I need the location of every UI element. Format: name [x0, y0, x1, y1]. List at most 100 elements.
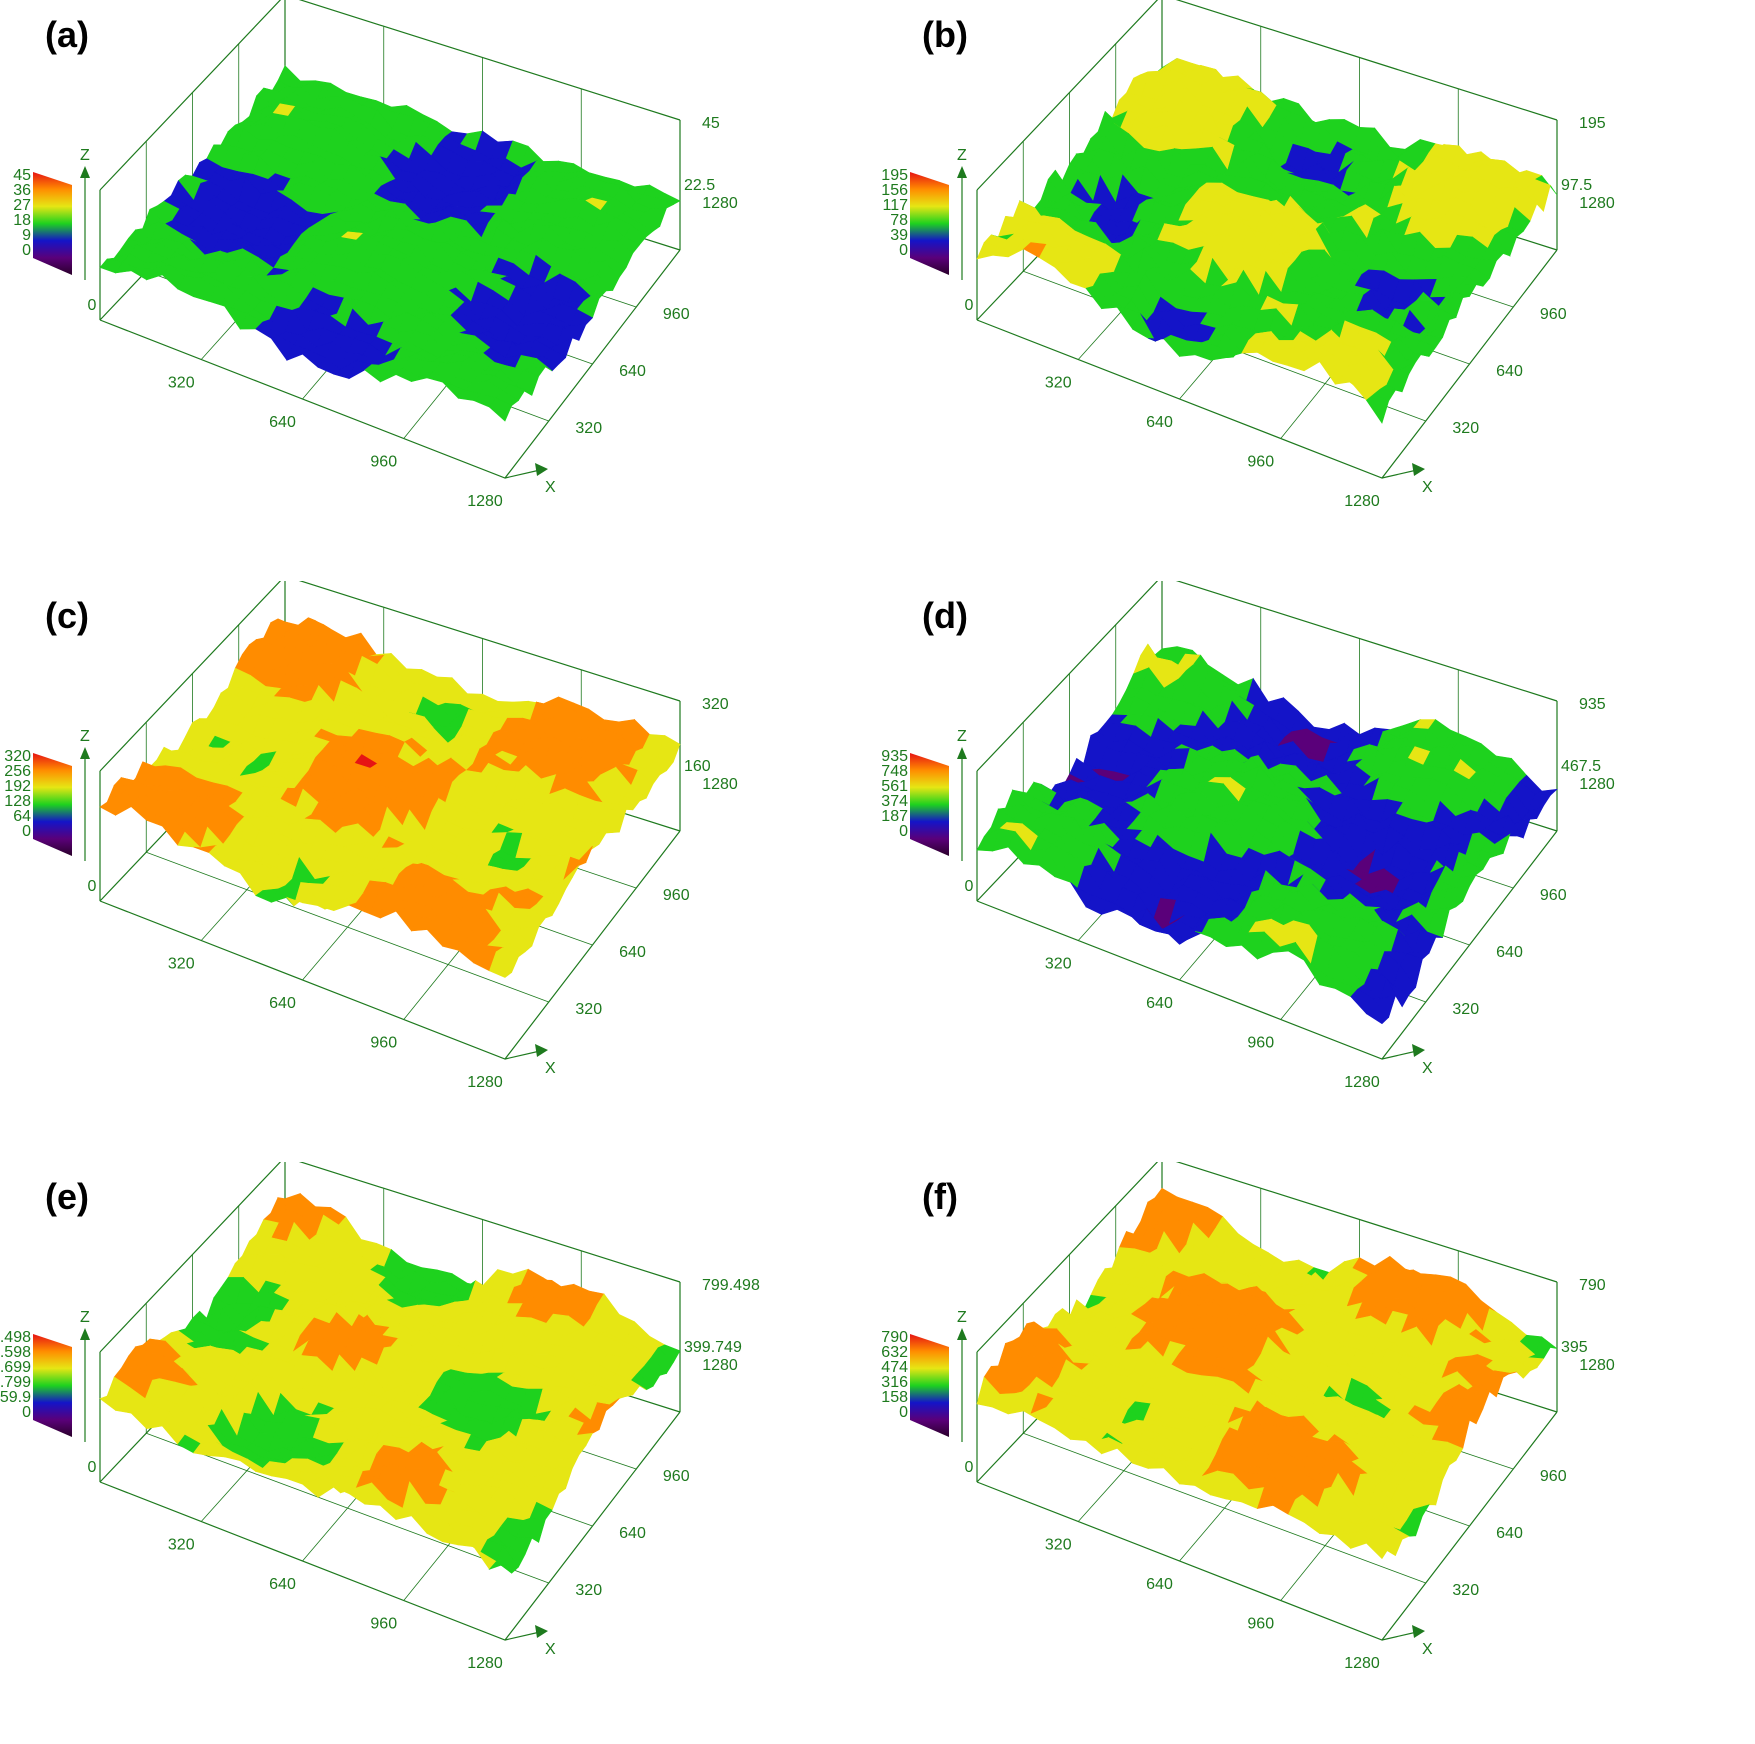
colorbar: [33, 753, 72, 856]
z-tick: 320: [702, 696, 729, 713]
colorbar: [910, 753, 949, 856]
x-axis-label: X: [545, 1060, 556, 1077]
x-tick: 1280: [1344, 493, 1380, 510]
y-tick: 640: [619, 944, 646, 961]
y-tick: 960: [663, 1468, 690, 1485]
panel-label: (b): [922, 14, 968, 55]
x-tick: 960: [1247, 1035, 1274, 1052]
surface-plot: 799.498639.598479.699319.799159.90Z799.4…: [0, 1162, 760, 1672]
origin-label: 0: [965, 1459, 974, 1476]
x-tick: 960: [370, 454, 397, 471]
x-tick: 960: [370, 1616, 397, 1633]
colorbar-tick: 639.598: [0, 1344, 31, 1361]
x-tick: 1280: [1344, 1074, 1380, 1091]
colorbar-tick: 158: [881, 1389, 908, 1406]
height-surface: [99, 1192, 681, 1574]
y-tick: 960: [1540, 306, 1567, 323]
panel-label: (e): [45, 1176, 89, 1217]
x-axis-label: X: [545, 479, 556, 496]
y-tick: 640: [619, 363, 646, 380]
colorbar-tick: 799.498: [0, 1329, 31, 1346]
colorbar-tick: 78: [890, 212, 908, 229]
panel-label: (c): [45, 595, 89, 636]
y-tick: 1280: [1579, 1357, 1615, 1374]
colorbar: [910, 1334, 949, 1437]
height-surface: [99, 65, 681, 422]
y-tick: 320: [575, 1001, 602, 1018]
colorbar-tick: 561: [881, 778, 908, 795]
surface-plot: 19515611778390Z19597.5032064096012801280…: [881, 0, 1615, 510]
x-tick: 960: [1247, 454, 1274, 471]
z-axis-label: Z: [957, 728, 967, 745]
origin-label: 0: [965, 297, 974, 314]
surface-panel-b: (b) 195 156 117 78 39 0 Z 195 97.5 0 320 640 960 1280 1…: [877, 0, 1754, 581]
z-tick: 22.5: [684, 177, 715, 194]
surface-plot: 9357485613741870Z935467.5032064096012801…: [881, 581, 1615, 1091]
surface-panel-a: (a) 45 36 27 18 9 0 Z 45 22.5 0 320 640 960 1280 1280 96…: [0, 0, 877, 581]
y-tick: 320: [575, 420, 602, 437]
surface-panel-e: (e)799.498639.598479.699319.799159.90Z79…: [0, 1162, 877, 1743]
x-tick: 640: [1146, 995, 1173, 1012]
colorbar-tick: 45: [13, 167, 31, 184]
colorbar-tick: 64: [13, 808, 31, 825]
z-tick: 395: [1561, 1339, 1588, 1356]
y-tick: 1280: [702, 195, 738, 212]
z-tick: 195: [1579, 115, 1606, 132]
surface-panel-d: (d) 935 748 561 374 187 0 Z 935 467.5 0 320 640 960 12…: [877, 581, 1754, 1162]
z-tick: 97.5: [1561, 177, 1592, 194]
x-axis-label: X: [1422, 479, 1433, 496]
colorbar-tick: 632: [881, 1344, 908, 1361]
colorbar-tick: 187: [881, 808, 908, 825]
colorbar-tick: 479.699: [0, 1359, 31, 1376]
surface-plot: 7906324743161580Z79039503206409601280128…: [881, 1162, 1615, 1672]
y-tick: 640: [1496, 944, 1523, 961]
y-tick: 1280: [1579, 195, 1615, 212]
x-tick: 640: [269, 995, 296, 1012]
colorbar-tick: 0: [22, 823, 31, 840]
colorbar-tick: 39: [890, 227, 908, 244]
colorbar-tick: 156: [881, 182, 908, 199]
colorbar-tick: 27: [13, 197, 31, 214]
y-tick: 640: [619, 1525, 646, 1542]
z-axis-label: Z: [80, 1309, 90, 1326]
panel-label: (d): [922, 595, 968, 636]
surface-plot: 4536271890Z4522.503206409601280128096064…: [13, 0, 738, 510]
colorbar-tick: 192: [4, 778, 31, 795]
colorbar-tick: 316: [881, 1374, 908, 1391]
x-tick: 640: [269, 1576, 296, 1593]
z-axis-label: Z: [80, 728, 90, 745]
colorbar-tick: 9: [22, 227, 31, 244]
height-surface: [976, 1187, 1558, 1560]
x-tick: 640: [1146, 1576, 1173, 1593]
z-tick: 45: [702, 115, 720, 132]
surface-panel-f: (f) 790 632 474 316 158 0 Z 790 395 0 320 640 960 1280…: [877, 1162, 1754, 1743]
colorbar-tick: 195: [881, 167, 908, 184]
y-tick: 640: [1496, 363, 1523, 380]
x-axis-label: X: [1422, 1060, 1433, 1077]
z-tick: 160: [684, 758, 711, 775]
colorbar-tick: 748: [881, 763, 908, 780]
y-tick: 960: [1540, 887, 1567, 904]
x-tick: 960: [1247, 1616, 1274, 1633]
y-tick: 1280: [702, 1357, 738, 1374]
y-tick: 960: [663, 887, 690, 904]
surface-panel-c: (c) 320 256 192 128 64 0 Z 320 160 0 320 640 960 1280 1…: [0, 581, 877, 1162]
y-tick: 1280: [702, 776, 738, 793]
panel-label: (f): [922, 1176, 958, 1217]
y-tick: 320: [575, 1582, 602, 1599]
x-tick: 320: [1045, 956, 1072, 973]
colorbar-tick: 256: [4, 763, 31, 780]
x-tick: 320: [1045, 375, 1072, 392]
y-tick: 320: [1452, 420, 1479, 437]
colorbar-tick: 0: [899, 1404, 908, 1421]
z-tick: 467.5: [1561, 758, 1601, 775]
y-tick: 960: [663, 306, 690, 323]
origin-label: 0: [88, 297, 97, 314]
surface-plot: 320256192128640Z320160032064096012801280…: [4, 581, 738, 1091]
x-tick: 1280: [467, 493, 503, 510]
y-tick: 320: [1452, 1582, 1479, 1599]
z-tick: 799.498: [702, 1277, 760, 1294]
colorbar-tick: 159.9: [0, 1389, 31, 1406]
height-surface: [976, 57, 1558, 424]
y-tick: 640: [1496, 1525, 1523, 1542]
